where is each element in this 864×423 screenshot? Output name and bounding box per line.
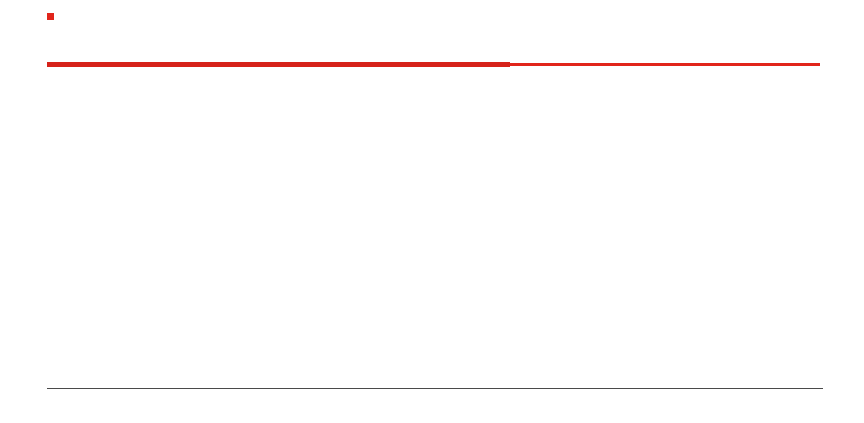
title-underline-left (47, 62, 510, 67)
title-underline-right (510, 62, 820, 66)
footer-divider (47, 388, 823, 389)
red-square-mark (47, 13, 54, 20)
title-underline (47, 62, 820, 68)
